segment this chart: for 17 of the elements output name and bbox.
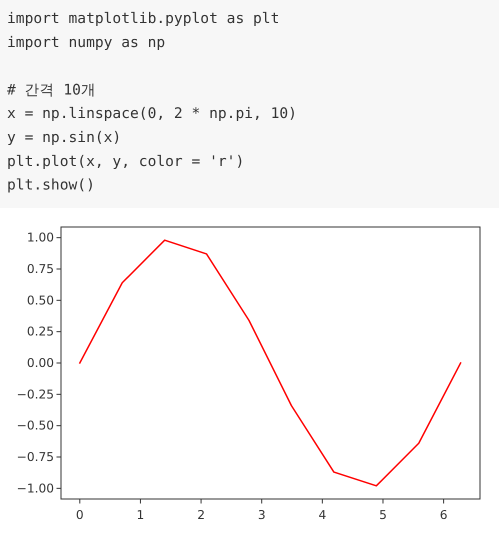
ytick: −0.75 <box>16 450 54 464</box>
ytick: −0.25 <box>16 387 54 402</box>
xtick: 3 <box>258 508 266 522</box>
xtick: 0 <box>76 508 84 522</box>
xtick: 4 <box>318 508 326 522</box>
ytick: 0.75 <box>26 262 54 276</box>
xtick: 5 <box>379 508 387 522</box>
ytick: 1.00 <box>26 230 54 245</box>
annotation: import matplotlib.pyplot as plt import numpy as np # 간격 10개 x = np.linspace(0, 2 * np.pi, 10) y = np.sin(x) plt.plot(x, y, color = 'r') plt.show() <box>7 10 297 194</box>
ytick: 0.25 <box>26 324 54 339</box>
ytick: 0.00 <box>26 356 54 370</box>
xtick: 2 <box>197 508 205 522</box>
ytick: −1.00 <box>16 481 54 496</box>
ytick: −0.50 <box>16 418 54 433</box>
xtick: 1 <box>136 508 144 522</box>
ytick: 0.50 <box>26 293 54 308</box>
xtick: 6 <box>440 508 448 522</box>
